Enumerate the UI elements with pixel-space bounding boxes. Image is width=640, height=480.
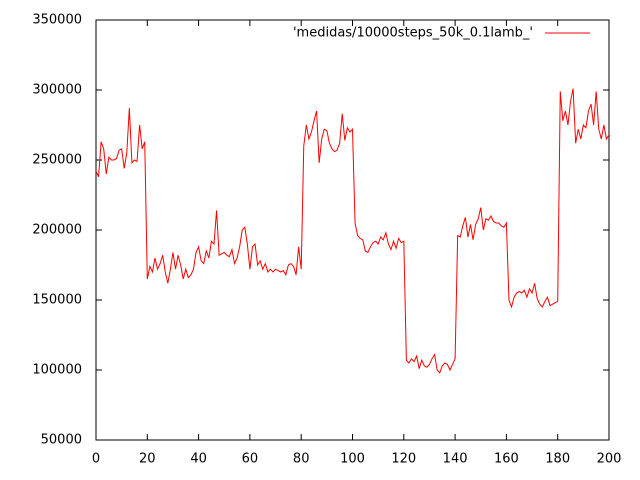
x-tick-label: 100 — [340, 452, 365, 467]
y-tick-label: 150000 — [32, 293, 82, 308]
plot-border — [95, 19, 610, 441]
y-tick-label: 300000 — [32, 83, 82, 98]
y-tick-label: 350000 — [32, 13, 82, 28]
x-tick-label: 20 — [139, 452, 156, 467]
y-tick-label: 200000 — [32, 223, 82, 238]
x-tick-label: 120 — [391, 452, 416, 467]
x-tick-label: 180 — [545, 452, 570, 467]
y-tick-label: 100000 — [32, 363, 82, 378]
x-tick-label: 60 — [242, 452, 259, 467]
data-line — [95, 88, 610, 374]
x-tick-label: 160 — [494, 452, 519, 467]
y-tick-label: 250000 — [32, 153, 82, 168]
x-tick-label: 80 — [293, 452, 310, 467]
x-tick-label: 40 — [190, 452, 207, 467]
legend-label: 'medidas/10000steps_50k_0.1lamb_' — [293, 26, 533, 41]
x-tick-label: 0 — [92, 452, 100, 467]
x-tick-label: 200 — [597, 452, 622, 467]
y-tick-label: 50000 — [41, 433, 82, 448]
x-tick-label: 140 — [443, 452, 468, 467]
